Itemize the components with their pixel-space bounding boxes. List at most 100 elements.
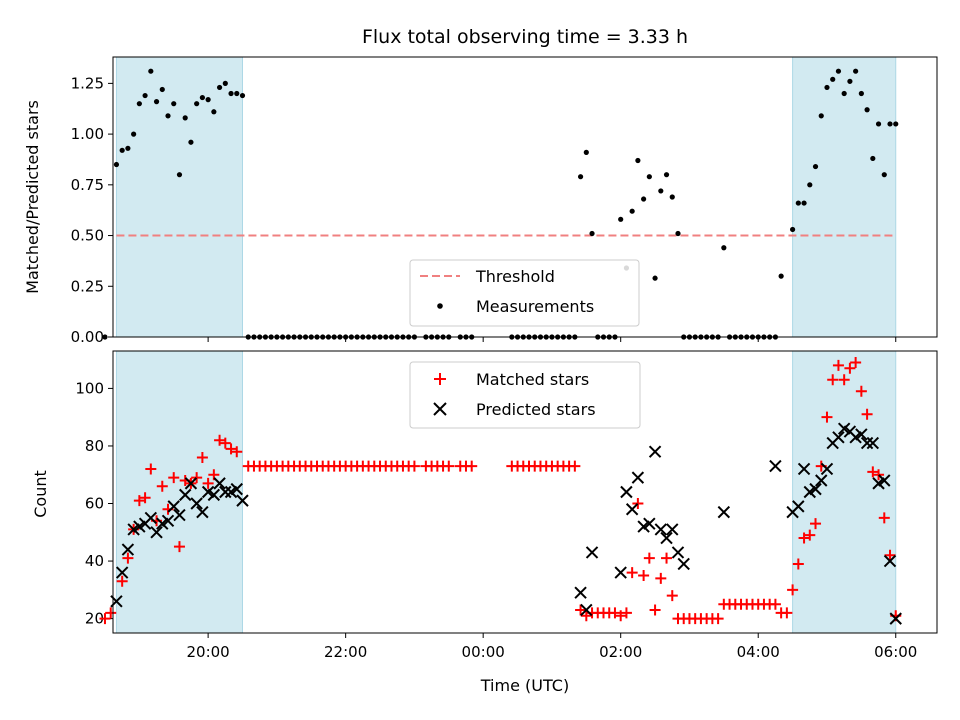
bottom-axes-frame bbox=[112, 350, 938, 634]
measurement-point bbox=[205, 97, 211, 103]
matched-star-marker bbox=[632, 498, 644, 510]
matched-star-marker bbox=[838, 374, 850, 386]
top-y-tick-label: 0.75 bbox=[71, 176, 104, 194]
matched-legend-swatch bbox=[434, 373, 446, 385]
predicted-star-marker bbox=[855, 428, 868, 441]
bottom-shaded-regions bbox=[115, 350, 897, 634]
x-tick-label: 20:00 bbox=[187, 643, 230, 661]
top-y-tick-label: 1.00 bbox=[71, 125, 104, 143]
predicted-star-marker bbox=[769, 459, 782, 473]
predicted-star-markers bbox=[110, 422, 902, 625]
matched-star-marker bbox=[225, 443, 237, 455]
predicted-star-marker bbox=[866, 436, 880, 450]
measurement-point bbox=[234, 90, 240, 97]
matched-star-marker bbox=[569, 460, 581, 472]
measurement-point bbox=[136, 101, 142, 107]
top-legend: Threshold Measurements bbox=[409, 259, 640, 327]
matched-star-marker bbox=[408, 460, 420, 472]
matched-star-marker bbox=[615, 610, 627, 622]
predicted-star-marker bbox=[860, 436, 874, 450]
shaded-region-0 bbox=[115, 350, 244, 634]
chart-title: Flux total observing time = 3.33 h bbox=[362, 26, 688, 48]
measurement-point bbox=[171, 101, 177, 107]
matched-star-marker bbox=[105, 607, 117, 619]
predicted-star-marker bbox=[654, 523, 668, 536]
measurement-point bbox=[675, 230, 681, 237]
measurement-point bbox=[841, 90, 847, 97]
measurements-legend-label: Measurements bbox=[476, 297, 594, 316]
x-tick-label: 00:00 bbox=[462, 643, 505, 661]
measurement-point bbox=[125, 145, 131, 151]
predicted-star-marker bbox=[178, 488, 192, 502]
measurement-point bbox=[795, 200, 801, 206]
measurement-point bbox=[663, 172, 670, 178]
bottom-y-tick-label: 80 bbox=[85, 437, 104, 455]
x-axis: 20:00 22:00 00:00 02:00 04:00 06:00 bbox=[187, 337, 917, 661]
shaded-region-1 bbox=[792, 350, 897, 634]
bottom-y-axis-label: Count bbox=[31, 470, 50, 518]
shaded-region-0 bbox=[115, 56, 244, 338]
predicted-legend-swatch bbox=[433, 402, 447, 416]
predicted-star-marker bbox=[121, 543, 135, 556]
matched-star-marker bbox=[231, 446, 243, 458]
predicted-star-marker bbox=[643, 517, 656, 530]
measurement-point bbox=[182, 115, 188, 121]
predicted-star-marker bbox=[173, 508, 186, 522]
top-y-axis-label: Matched/Predicted stars bbox=[23, 100, 42, 294]
measurement-point bbox=[635, 157, 641, 164]
matched-star-marker bbox=[850, 357, 862, 369]
matched-star-marker bbox=[832, 359, 844, 371]
measurement-point bbox=[153, 99, 160, 105]
matched-star-marker bbox=[787, 584, 799, 596]
top-y-tick-label: 0.25 bbox=[71, 277, 104, 295]
measurement-point bbox=[131, 131, 137, 137]
predicted-star-marker bbox=[620, 485, 633, 499]
bottom-legend: Matched stars Predicted stars bbox=[409, 361, 641, 429]
top-y-tick-label: 0.00 bbox=[71, 328, 104, 346]
matched-star-marker bbox=[99, 613, 111, 625]
measurement-point bbox=[577, 174, 584, 180]
matched-star-marker bbox=[116, 575, 128, 587]
matched-star-marker bbox=[219, 437, 231, 449]
matched-star-marker bbox=[173, 541, 185, 553]
predicted-star-marker bbox=[150, 526, 163, 539]
measurement-point bbox=[881, 172, 887, 178]
top-panel: 0.00 0.25 0.50 0.75 1.00 1.25 Matched/Predict… bbox=[23, 56, 938, 346]
predicted-star-marker bbox=[219, 485, 232, 499]
predicted-star-marker bbox=[631, 471, 645, 484]
matched-star-marker bbox=[844, 362, 856, 374]
measurement-point bbox=[853, 68, 859, 74]
predicted-star-marker bbox=[815, 474, 828, 487]
measurement-point bbox=[864, 107, 870, 113]
predicted-star-marker bbox=[614, 566, 627, 579]
matched-star-marker bbox=[661, 552, 673, 564]
matched-star-marker bbox=[443, 460, 455, 472]
measurement-point bbox=[188, 139, 194, 145]
predicted-star-marker bbox=[196, 505, 209, 519]
matched-star-marker bbox=[643, 552, 655, 564]
measurement-point bbox=[222, 80, 228, 86]
measurement-point bbox=[778, 273, 784, 279]
measurement-point bbox=[228, 90, 234, 97]
matched-star-marker bbox=[580, 610, 592, 622]
predicted-star-marker bbox=[792, 500, 805, 513]
matched-star-markers bbox=[99, 357, 902, 625]
predicted-star-marker bbox=[230, 482, 243, 496]
predicted-star-marker bbox=[115, 566, 129, 579]
predicted-star-marker bbox=[666, 523, 679, 536]
predicted-star-marker bbox=[717, 505, 731, 519]
top-y-tick-label: 1.25 bbox=[71, 74, 104, 92]
predicted-star-marker bbox=[797, 462, 811, 476]
measurement-point bbox=[847, 78, 853, 84]
top-shaded-regions bbox=[115, 56, 897, 338]
measurement-point bbox=[194, 101, 200, 107]
measurement-point bbox=[830, 76, 836, 82]
measurement-point bbox=[618, 216, 624, 222]
matched-star-marker bbox=[821, 411, 833, 423]
matched-star-marker bbox=[712, 613, 724, 625]
top-axes-frame bbox=[112, 56, 938, 338]
predicted-star-marker bbox=[190, 497, 203, 510]
predicted-star-marker bbox=[585, 546, 599, 559]
predicted-star-marker bbox=[213, 477, 226, 490]
x-tick-label: 04:00 bbox=[737, 643, 780, 661]
